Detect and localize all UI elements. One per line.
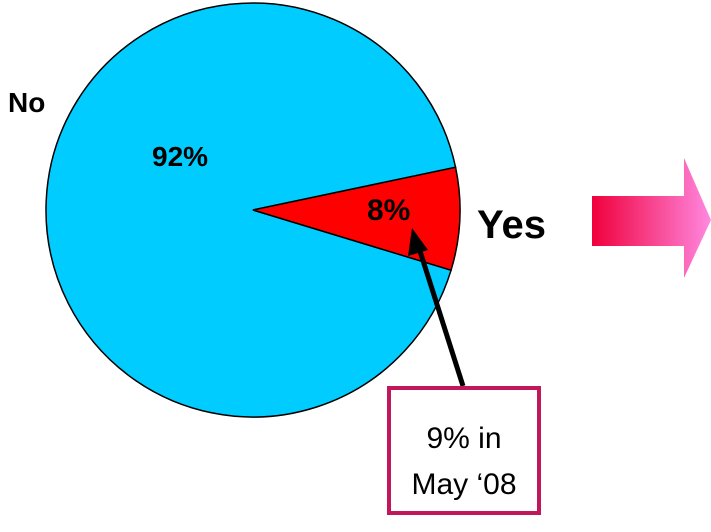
pie-slices	[45, 2, 461, 418]
callout-pointer-arrow	[408, 228, 466, 387]
right-arrow-icon	[592, 158, 711, 278]
no-category-label: No	[8, 87, 45, 118]
no-percent-label: 92%	[152, 141, 208, 172]
annotation-line-2: May ‘08	[411, 468, 516, 501]
yes-slice	[252, 166, 461, 272]
yes-percent-label: 8%	[367, 194, 410, 227]
yes-category-label: Yes	[477, 203, 546, 247]
annotation-box: 9% in May ‘08	[387, 386, 541, 515]
annotation-line-1: 9% in	[426, 422, 501, 455]
no-slice	[45, 2, 457, 418]
